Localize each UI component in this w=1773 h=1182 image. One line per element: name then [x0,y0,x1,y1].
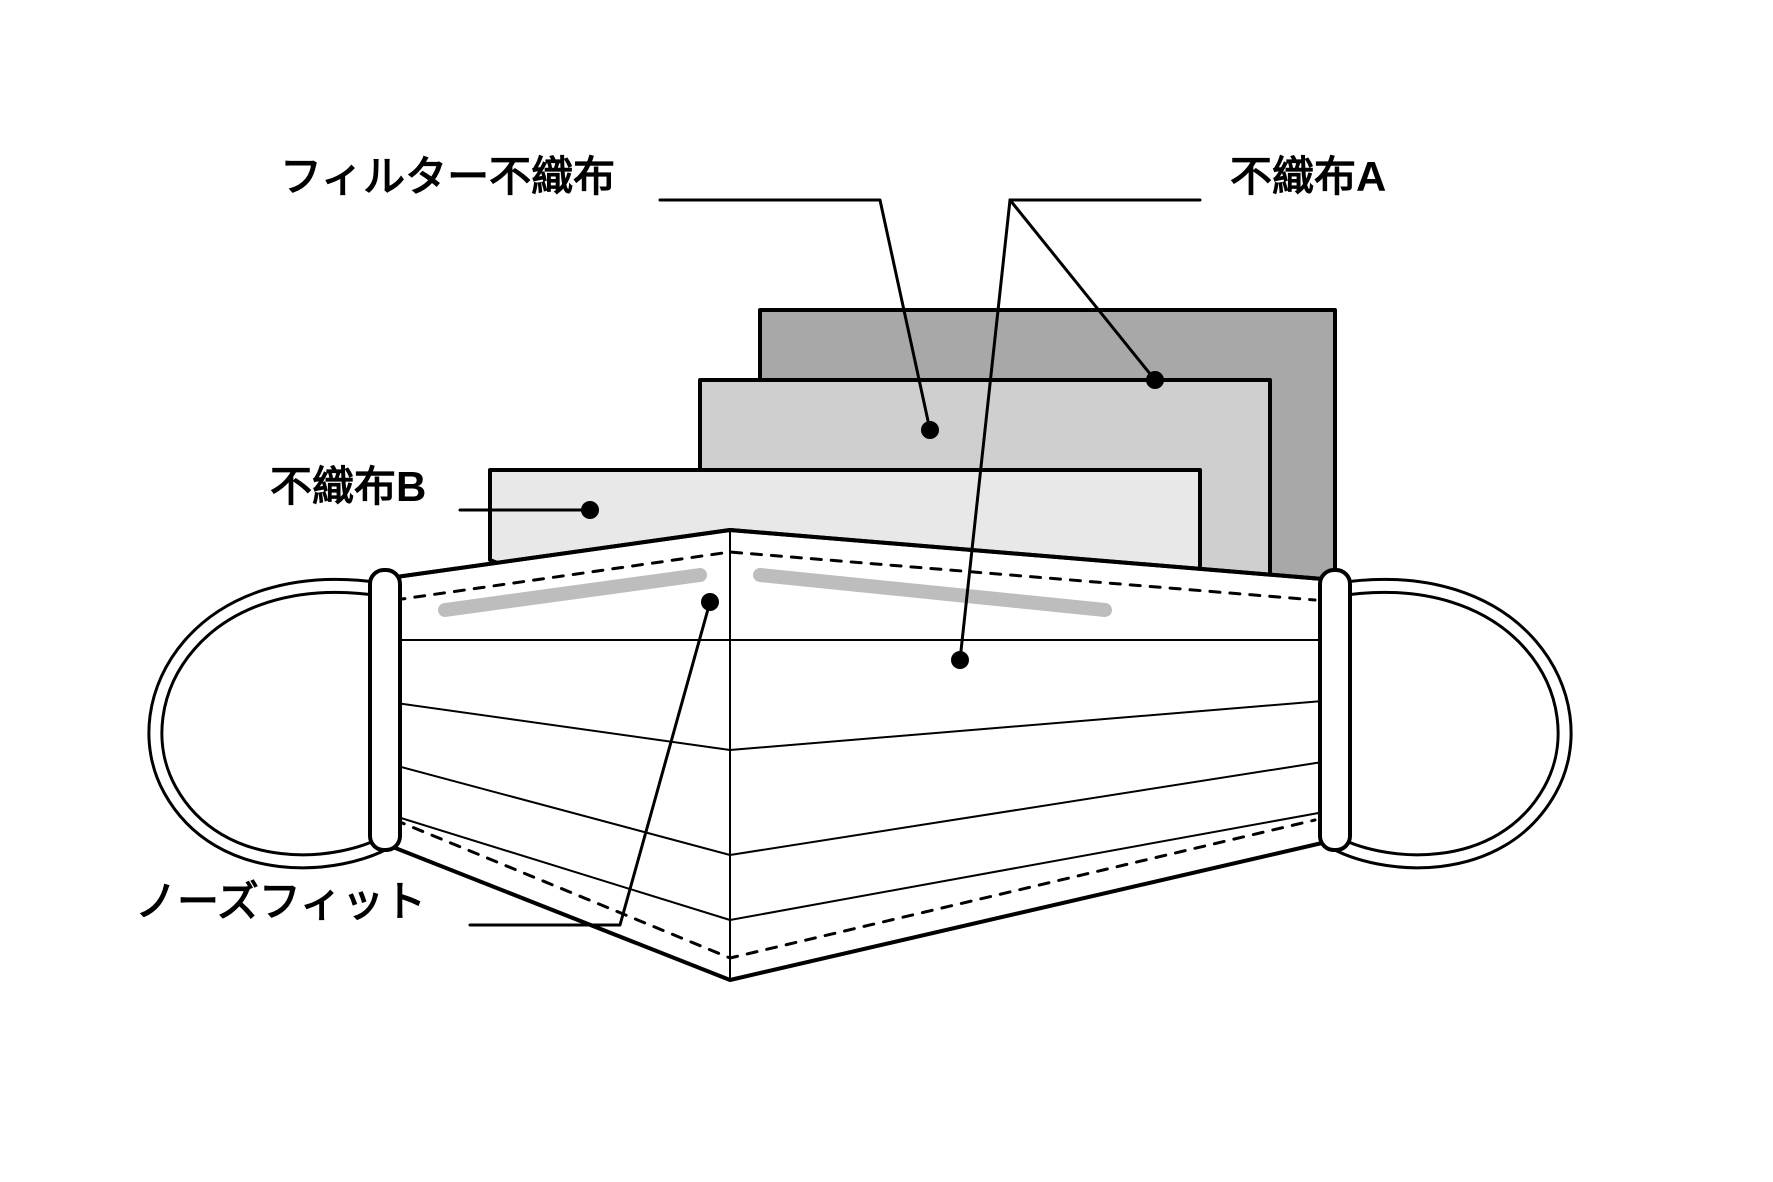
mask-diagram-svg [0,0,1773,1182]
diagram-stage: フィルター不織布 不織布A 不織布B ノーズフィット [0,0,1773,1182]
label-nonwoven-b: 不織布B [270,453,426,514]
label-nonwoven-a: 不織布A [1230,143,1386,204]
label-nose-fit: ノーズフィット [135,868,426,929]
label-filter: フィルター不織布 [280,143,615,204]
